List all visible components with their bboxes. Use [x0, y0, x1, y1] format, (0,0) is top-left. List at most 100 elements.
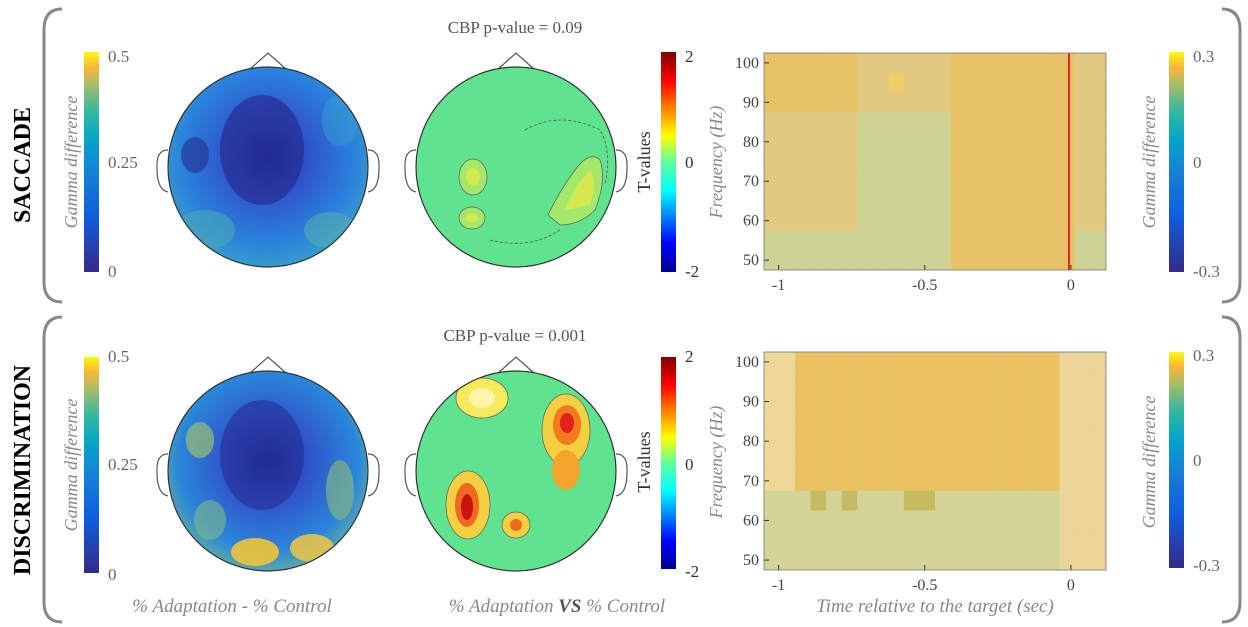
- tf-cell: [903, 451, 920, 471]
- tf-cell: [1090, 112, 1106, 132]
- tf-cell: [841, 451, 858, 471]
- tf-cell: [935, 550, 951, 570]
- tf-cell: [997, 470, 1013, 491]
- tf-cell: [826, 451, 842, 471]
- tf-cell: [857, 171, 873, 192]
- tf-cell: [764, 391, 780, 412]
- tf-cell: [1028, 210, 1044, 231]
- tf-cell: [1012, 72, 1029, 93]
- tf-cell: [857, 490, 873, 511]
- tf-cell: [950, 92, 966, 113]
- saccade-bracket: [42, 7, 63, 304]
- tf-cell: [1012, 411, 1029, 432]
- tvalue-caption-post: % Control: [581, 596, 665, 617]
- tf-cell: [764, 250, 780, 270]
- tf-cell: [810, 371, 827, 392]
- tf-cell: [857, 151, 873, 172]
- tf-cell: [1059, 92, 1075, 113]
- tf-plot-discrimination: -1 -0.5 0 50 60 70 80 90 100: [735, 351, 1107, 594]
- tf-cell: [764, 451, 780, 471]
- tf-cell: [1012, 371, 1029, 392]
- tf-cell: [997, 530, 1013, 551]
- tf-cell: [826, 470, 842, 491]
- tf-cell: [1074, 53, 1091, 73]
- topo-colorbar-mid-label: 0.25: [108, 455, 138, 474]
- tf-cell: [1043, 470, 1060, 491]
- tvalue-colorbar-mid-label: 0: [685, 153, 694, 172]
- tf-cell: [1074, 112, 1091, 132]
- tf-cell: [779, 431, 795, 452]
- tf-cell: [919, 191, 935, 211]
- tf-cell: [935, 510, 951, 531]
- tf-cell: [950, 391, 966, 412]
- tf-cell: [981, 451, 998, 471]
- tf-cell: [1028, 451, 1044, 471]
- tf-cell: [1012, 431, 1029, 452]
- tf-cell: [779, 72, 795, 93]
- tf-cell: [795, 431, 811, 452]
- tf-cell: [1028, 250, 1044, 270]
- tvalue-colorbar-min-label: -2: [685, 562, 699, 581]
- tf-cell: [779, 550, 795, 570]
- tf-cell: [903, 510, 920, 531]
- tf-cell: [872, 131, 889, 152]
- topo-colorbar-ylabel: Gamma difference: [61, 96, 81, 229]
- tf-cell: [857, 112, 873, 132]
- tf-cell: [810, 171, 827, 192]
- tf-cell: [981, 171, 998, 192]
- tf-colorbar-max-label: 0.3: [1193, 47, 1214, 66]
- tf-cell: [888, 490, 904, 511]
- tf-cell: [1059, 230, 1075, 251]
- tf-colorbar-discrimination: [1169, 352, 1184, 568]
- topo-colorbar-min-label: 0: [108, 262, 117, 281]
- tf-cell: [764, 470, 780, 491]
- tf-cell: [935, 490, 951, 511]
- tf-cell: [950, 210, 966, 231]
- tf-cell: [997, 490, 1013, 511]
- tf-cell: [903, 72, 920, 93]
- tf-cell: [826, 391, 842, 412]
- tf-cell: [764, 171, 780, 192]
- tf-cell: [1059, 490, 1075, 511]
- tf-cell: [935, 411, 951, 432]
- tf-cell: [1012, 92, 1029, 113]
- tf-cell: [779, 391, 795, 412]
- tf-cell: [888, 411, 904, 432]
- tf-cell: [764, 431, 780, 452]
- tf-cell: [872, 470, 889, 491]
- tf-cell: [997, 72, 1013, 93]
- tf-y-tick-label: 80: [743, 433, 759, 450]
- tf-cell: [841, 112, 858, 132]
- tf-cell: [764, 72, 780, 93]
- tf-cell: [810, 151, 827, 172]
- tf-cell: [888, 210, 904, 231]
- tf-cell: [903, 530, 920, 551]
- tf-cell: [919, 352, 935, 372]
- tf-cell: [997, 510, 1013, 531]
- tf-cell: [779, 510, 795, 531]
- tf-cell: [1012, 470, 1029, 491]
- tf-cell: [1028, 490, 1044, 511]
- tf-cell: [810, 92, 827, 113]
- tf-cell: [935, 53, 951, 73]
- tf-cell: [966, 230, 982, 251]
- tf-cell: [935, 112, 951, 132]
- tf-colorbar-ylabel: Gamma difference: [1139, 96, 1159, 229]
- tf-cell: [935, 210, 951, 231]
- tf-cell: [997, 250, 1013, 270]
- tf-cell: [903, 210, 920, 231]
- tf-cell: [888, 451, 904, 471]
- tf-cell: [1090, 470, 1106, 491]
- tf-cell: [981, 112, 998, 132]
- tf-cell: [841, 411, 858, 432]
- tvalue-colorbar-ylabel: T-values: [634, 131, 654, 192]
- tf-cell: [1028, 72, 1044, 93]
- topo-colorbar-mid-label: 0.25: [108, 153, 138, 172]
- tf-cell: [981, 92, 998, 113]
- topo-colorbar-max-label: 0.5: [108, 47, 129, 66]
- tf-cell: [764, 131, 780, 152]
- tf-cell: [1059, 171, 1075, 192]
- tmap-head-saccade: [404, 52, 628, 268]
- tf-cell: [919, 171, 935, 192]
